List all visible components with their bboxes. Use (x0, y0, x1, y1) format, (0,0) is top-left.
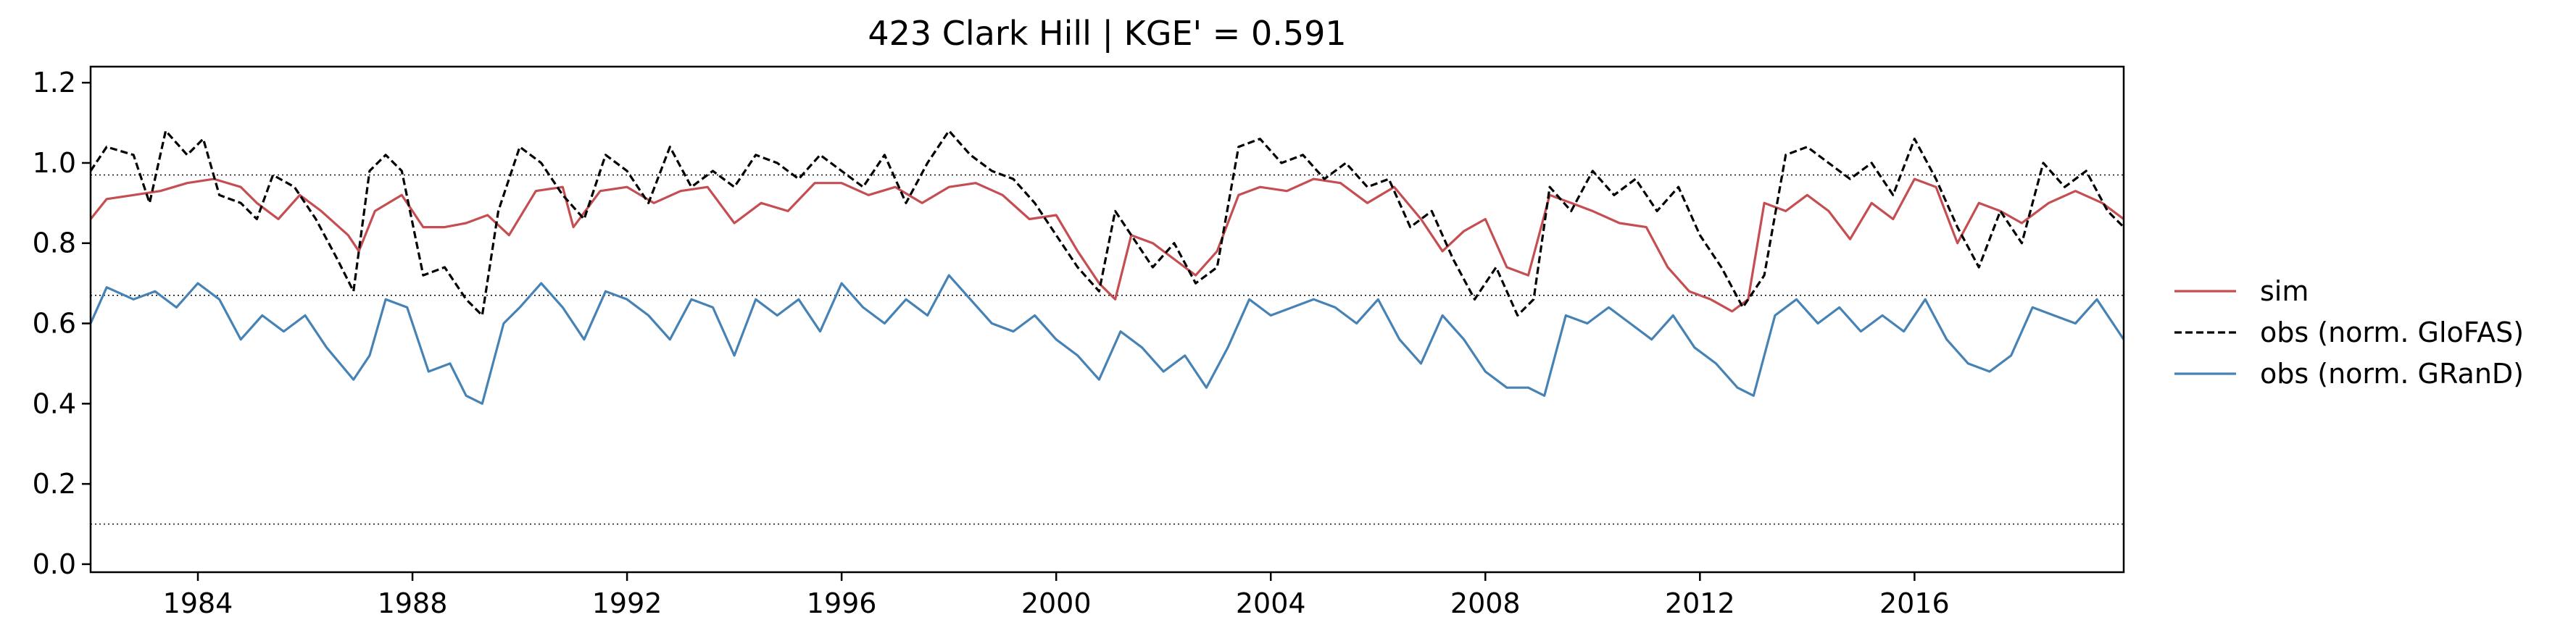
legend-label: obs (norm. GloFAS) (2260, 317, 2524, 348)
series-line-0 (91, 177, 2124, 313)
y-tick-label: 0.6 (33, 308, 76, 340)
y-axis: 0.0 0.2 0.4 0.6 0.8 1.0 1.2 (33, 67, 91, 580)
legend-label: obs (norm. GRanD) (2260, 358, 2524, 390)
y-tick-label: 0.8 (33, 227, 76, 259)
y-tick-label: 0.0 (33, 548, 76, 580)
x-tick-label: 1984 (163, 587, 233, 619)
x-tick-label: 1996 (807, 587, 877, 619)
x-tick-label: 2004 (1236, 587, 1306, 619)
x-tick-label: 1992 (592, 587, 662, 619)
y-tick-label: 0.4 (33, 387, 76, 419)
series-line-2 (91, 274, 2124, 405)
chart-title: 423 Clark Hill | KGE' = 0.591 (868, 14, 1346, 54)
plot-frame (89, 65, 2125, 574)
y-tick-label: 1.2 (33, 67, 76, 99)
x-tick-label: 2000 (1021, 587, 1092, 619)
x-tick-label: 2016 (1879, 587, 1950, 619)
x-axis: 1984 1988 1992 1996 2000 2004 2008 2012 2016 (163, 572, 1950, 619)
y-tick-label: 0.2 (33, 468, 76, 500)
legend-label: sim (2260, 275, 2309, 307)
x-tick-label: 2008 (1450, 587, 1521, 619)
series-layer (91, 130, 2124, 405)
series-line-1 (91, 130, 2124, 317)
x-tick-label: 2012 (1665, 587, 1735, 619)
x-tick-label: 1988 (378, 587, 448, 619)
legend: sim obs (norm. GloFAS) obs (norm. GRanD) (2174, 275, 2524, 390)
y-tick-label: 1.0 (33, 147, 76, 179)
